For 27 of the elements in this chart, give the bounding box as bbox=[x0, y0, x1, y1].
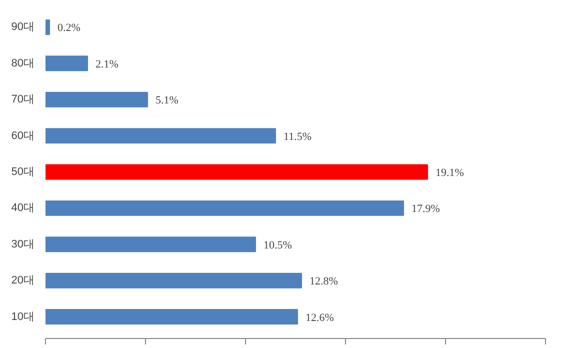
y-tick-label: 40대 bbox=[11, 202, 35, 214]
bar bbox=[46, 19, 50, 35]
bar bbox=[46, 128, 276, 144]
y-tick-label: 70대 bbox=[11, 94, 35, 106]
data-label: 2.1% bbox=[96, 58, 118, 70]
bar bbox=[46, 92, 148, 108]
bar bbox=[46, 200, 404, 216]
y-tick-label: 20대 bbox=[11, 274, 35, 287]
data-label: 19.1% bbox=[436, 167, 464, 179]
bar bbox=[46, 236, 256, 252]
bar bbox=[46, 272, 302, 288]
data-label: 12.6% bbox=[306, 312, 334, 324]
y-tick-label: 60대 bbox=[11, 130, 35, 142]
data-label: 11.5% bbox=[284, 130, 312, 143]
data-label: 17.9% bbox=[412, 203, 440, 216]
data-label: 5.1% bbox=[156, 94, 178, 107]
data-label: 0.2% bbox=[58, 22, 80, 34]
data-label: 10.5% bbox=[264, 239, 292, 252]
y-tick-label: 90대 bbox=[11, 21, 35, 34]
y-tick-label: 10대 bbox=[11, 310, 35, 323]
y-tick-label: 80대 bbox=[11, 57, 35, 70]
bar bbox=[46, 56, 88, 72]
bar bbox=[46, 309, 298, 325]
y-tick-label: 30대 bbox=[11, 238, 35, 250]
data-label: 12.8% bbox=[310, 276, 338, 288]
bar bbox=[46, 164, 428, 180]
y-tick-label: 50대 bbox=[11, 166, 35, 178]
